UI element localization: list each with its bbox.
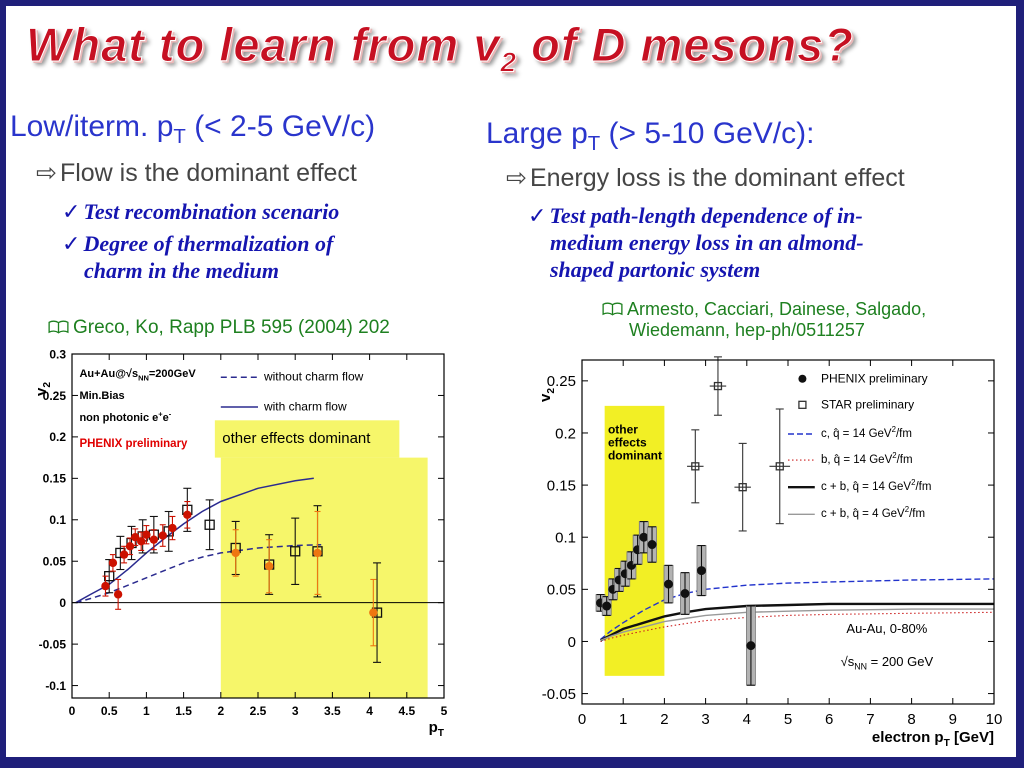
svg-text:1: 1	[143, 704, 150, 718]
chart-annotation: Min.Bias	[79, 390, 125, 403]
left-chart-canvas: 0 0.5 1 1.5 2 2.5 3 3.5 4 4.5 5 -0.1 -0.05 0 0.05 0.1 0.…	[39, 347, 448, 718]
slide-title: What to learn from v2 of D mesons?	[26, 17, 854, 78]
svg-text:0.2: 0.2	[49, 430, 66, 444]
svg-text:0: 0	[568, 634, 576, 651]
svg-text:8: 8	[907, 711, 915, 728]
svg-text:3: 3	[701, 711, 709, 728]
book-icon	[602, 302, 623, 316]
chart-annotation: c, q̂ = 14 GeV2/fm	[820, 424, 912, 440]
right-reference: Armesto, Cacciari, Dainese, Salgado, Wie…	[602, 299, 954, 341]
svg-text:3.5: 3.5	[324, 704, 341, 718]
svg-text:0.15: 0.15	[547, 477, 576, 494]
svg-text:7: 7	[866, 711, 874, 728]
left-bullet-label: Flow is the dominant effect	[59, 159, 357, 187]
right-heading: Large pT (> 5-10 GeV/c):	[486, 117, 815, 155]
svg-text:-0.1: -0.1	[45, 679, 66, 693]
svg-text:0: 0	[69, 704, 76, 718]
svg-text:1: 1	[619, 711, 627, 728]
svg-text:0.2: 0.2	[555, 425, 576, 442]
arrow-bullet-icon: ⇨	[506, 163, 527, 192]
chart-annotation: Au-Au, 0-80%	[846, 620, 928, 636]
svg-text:0.15: 0.15	[43, 472, 67, 486]
chart-annotation: b, q̂ = 14 GeV2/fm	[820, 451, 913, 466]
svg-text:5: 5	[441, 704, 448, 718]
svg-text:10: 10	[986, 711, 1002, 728]
svg-text:0: 0	[59, 596, 66, 610]
left-bullet: ⇨ Flow is the dominant effect	[36, 158, 357, 188]
svg-text:3: 3	[292, 704, 299, 718]
right-check-label-1: Test path-length dependence of in-medium…	[549, 203, 864, 282]
chart-annotation: electron pT [GeV]	[871, 728, 994, 749]
svg-text:2: 2	[217, 704, 224, 718]
svg-text:2: 2	[660, 711, 668, 728]
left-heading: Low/iterm. pT (< 2-5 GeV/c)	[10, 110, 376, 148]
svg-text:0.05: 0.05	[43, 555, 67, 569]
check-icon: ✓	[528, 204, 547, 229]
left-check-label-1: Test recombination scenario	[83, 199, 340, 224]
svg-text:5: 5	[784, 711, 792, 728]
chart-annotation: √sNN = 200 GeV	[840, 654, 934, 672]
svg-text:-0.05: -0.05	[39, 637, 67, 651]
chart-annotation: pT	[428, 718, 444, 739]
svg-text:0.05: 0.05	[547, 582, 576, 599]
chart-annotation: Au+Au@√sNN=200GeV	[79, 367, 196, 382]
right-reference-text: Armesto, Cacciari, Dainese, Salgado, Wie…	[627, 299, 927, 341]
left-chart: 0 0.5 1 1.5 2 2.5 3 3.5 4 4.5 5 -0.1 -0.05 0 0.05 0.1 0.…	[26, 346, 454, 740]
svg-text:6: 6	[825, 711, 833, 728]
svg-text:2.5: 2.5	[250, 704, 267, 718]
chart-annotation: non photonic e+e-	[79, 409, 172, 425]
svg-text:0.25: 0.25	[43, 389, 67, 403]
chart-annotation: other effects dominant	[607, 422, 662, 463]
left-reference-text: Greco, Ko, Rapp PLB 595 (2004) 202	[73, 317, 390, 338]
svg-text:0.1: 0.1	[49, 513, 66, 527]
svg-text:9: 9	[949, 711, 957, 728]
right-bullet: ⇨ Energy loss is the dominant effect	[506, 163, 905, 193]
chart-annotation: STAR preliminary	[820, 397, 915, 412]
svg-text:0.3: 0.3	[49, 347, 66, 361]
svg-text:4: 4	[366, 704, 373, 718]
left-reference: Greco, Ko, Rapp PLB 595 (2004) 202	[48, 317, 390, 339]
check-icon: ✓	[62, 200, 81, 225]
chart-annotation: v2	[537, 387, 557, 402]
svg-text:-0.05: -0.05	[542, 686, 576, 703]
svg-text:0: 0	[578, 711, 586, 728]
right-bullet-label: Energy loss is the dominant effect	[529, 164, 905, 192]
left-check-item-2: ✓ Degree of thermalization of charm in th…	[62, 231, 397, 285]
svg-text:0.25: 0.25	[547, 373, 576, 390]
svg-text:1.5: 1.5	[175, 704, 192, 718]
right-chart: 0 1 2 3 4 5 6 7 8 9 10 -0.05 0 0.05 0.1 0.15 0.2 0.25 PHEN…	[530, 350, 1002, 750]
check-icon: ✓	[62, 232, 81, 257]
left-check-label-2: Degree of thermalization of charm in the…	[83, 231, 334, 284]
chart-annotation: PHENIX preliminary	[79, 437, 188, 450]
chart-annotation: PHENIX preliminary	[820, 371, 928, 386]
svg-text:0.5: 0.5	[101, 704, 118, 718]
chart-annotation: with charm flow	[263, 399, 347, 414]
left-check-item-1: ✓ Test recombination scenario	[62, 199, 339, 226]
right-check-item-1: ✓ Test path-length dependence of in-mediu…	[528, 203, 880, 283]
chart-annotation: c + b, q̂ = 14 GeV2/fm	[820, 478, 932, 493]
svg-text:4: 4	[743, 711, 751, 728]
chart-annotation: v2	[33, 381, 53, 396]
book-icon	[48, 320, 69, 334]
chart-annotation: c + b, q̂ = 4 GeV2/fm	[820, 505, 926, 521]
svg-text:4.5: 4.5	[398, 704, 415, 718]
svg-text:0.1: 0.1	[555, 530, 576, 547]
chart-annotation: without charm flow	[263, 369, 364, 384]
arrow-bullet-icon: ⇨	[36, 158, 57, 187]
chart-annotation: other effects dominant	[222, 430, 371, 448]
